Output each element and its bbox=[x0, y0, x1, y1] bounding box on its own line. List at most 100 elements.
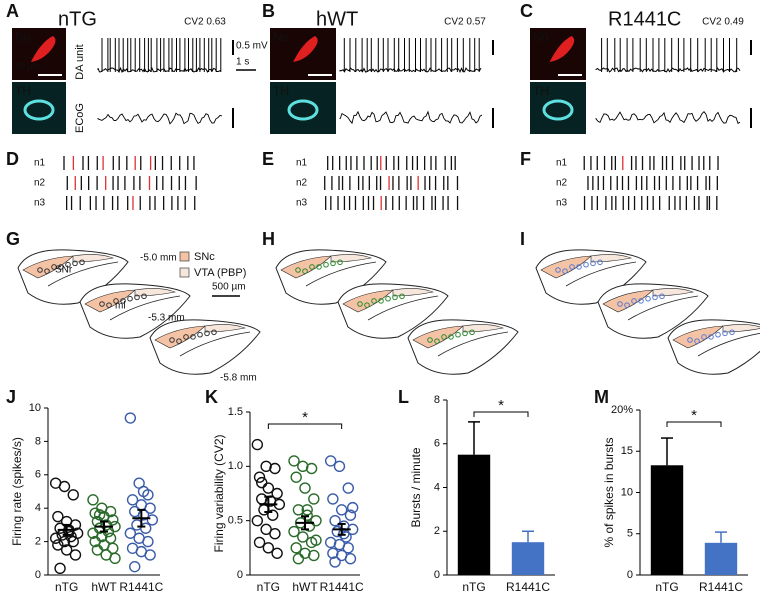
data-point bbox=[253, 471, 266, 483]
x-tick-label: R1441C bbox=[699, 580, 743, 594]
data-point bbox=[144, 549, 156, 561]
unit-trace bbox=[97, 38, 222, 74]
data-point bbox=[271, 547, 283, 559]
ml-outline bbox=[627, 295, 699, 321]
recording-site bbox=[364, 302, 370, 308]
th-cell bbox=[542, 99, 574, 121]
cv2-label: CV2 0.49 bbox=[702, 17, 744, 28]
y-tick-label: 20% bbox=[611, 404, 633, 416]
image-label: Nb bbox=[15, 30, 31, 44]
y-tick-label: 0 bbox=[237, 569, 243, 581]
recording-site bbox=[169, 337, 175, 343]
image-label: Nb bbox=[273, 30, 289, 44]
bar bbox=[457, 454, 491, 575]
x-tick-label: hWT bbox=[292, 580, 318, 594]
recording-site bbox=[448, 334, 454, 340]
level-label: -5.0 mm bbox=[140, 253, 177, 264]
recording-site bbox=[462, 330, 468, 337]
recording-site bbox=[469, 329, 475, 336]
recording-site bbox=[58, 264, 64, 270]
recording-site bbox=[455, 331, 461, 338]
legend-label: VTA (PBP) bbox=[194, 267, 246, 279]
row-label: n3 bbox=[556, 198, 568, 209]
data-point bbox=[144, 502, 156, 514]
data-point bbox=[335, 504, 348, 516]
recording-site bbox=[357, 301, 363, 307]
y-tick-label: 2 bbox=[434, 525, 440, 537]
recording-site bbox=[113, 298, 119, 304]
region-label: ml bbox=[115, 301, 126, 312]
data-point bbox=[267, 509, 279, 521]
recording-site bbox=[106, 302, 112, 308]
data-point bbox=[342, 542, 354, 554]
panel-letter: A bbox=[6, 1, 19, 21]
brain-slice bbox=[275, 249, 387, 305]
recording-site bbox=[37, 267, 43, 273]
recording-site bbox=[99, 301, 105, 307]
data-point bbox=[142, 535, 154, 548]
data-point bbox=[271, 487, 283, 500]
data-point bbox=[342, 482, 354, 494]
row-label: n1 bbox=[34, 158, 46, 169]
ml-outline bbox=[697, 332, 760, 357]
level-label: -5.3 mm bbox=[148, 313, 185, 324]
recording-site bbox=[708, 334, 714, 340]
recording-site bbox=[569, 264, 575, 270]
legend-swatch bbox=[179, 251, 190, 262]
y-tick-label: 0 bbox=[35, 569, 41, 581]
data-point bbox=[288, 455, 300, 467]
data-point bbox=[305, 462, 318, 475]
recording-site bbox=[204, 330, 210, 337]
y-tick-label: 1.0 bbox=[228, 460, 243, 472]
ml-outline bbox=[305, 261, 377, 287]
recording-site bbox=[583, 261, 589, 268]
data-point bbox=[100, 519, 112, 531]
ml-outline bbox=[437, 331, 509, 357]
significance-label: * bbox=[302, 409, 308, 426]
recording-site bbox=[631, 298, 637, 304]
x-tick-label: nTG bbox=[257, 580, 280, 594]
y-tick-label: 4 bbox=[434, 481, 440, 493]
th-image bbox=[270, 82, 336, 134]
recording-site bbox=[399, 293, 405, 300]
y-tick-label: 0 bbox=[627, 569, 633, 581]
recording-site bbox=[392, 294, 398, 301]
data-point bbox=[290, 542, 302, 554]
data-point bbox=[109, 552, 121, 564]
brain-slice bbox=[17, 249, 129, 305]
recording-site bbox=[134, 294, 140, 301]
recording-site bbox=[337, 259, 343, 266]
data-point bbox=[129, 560, 141, 573]
data-point bbox=[124, 527, 137, 539]
data-point bbox=[288, 525, 300, 538]
data-point bbox=[327, 493, 339, 505]
x-tick-label: R1441C bbox=[506, 580, 550, 594]
data-point bbox=[292, 553, 305, 565]
data-point bbox=[290, 471, 302, 483]
th-cell bbox=[23, 99, 55, 121]
data-point bbox=[260, 523, 272, 536]
panel-letter: F bbox=[520, 149, 531, 169]
genotype-title: hWT bbox=[316, 8, 358, 30]
data-point bbox=[253, 536, 266, 549]
data-point bbox=[60, 544, 73, 556]
scale-label: 1 s bbox=[236, 57, 249, 68]
data-point bbox=[329, 514, 341, 527]
recording-site bbox=[434, 338, 440, 344]
y-axis-label: Firing variability (CV2) bbox=[212, 434, 226, 552]
y-tick-label: 6 bbox=[35, 469, 41, 481]
scale-label: 20 µm bbox=[15, 61, 40, 71]
region-label: SNr bbox=[55, 265, 73, 276]
recording-site bbox=[378, 298, 384, 304]
data-point bbox=[52, 539, 64, 551]
significance-label: * bbox=[691, 407, 697, 424]
x-tick-label: R1441C bbox=[320, 580, 364, 594]
brain-slice bbox=[667, 319, 760, 375]
row-label: n2 bbox=[296, 178, 308, 189]
unit-trace bbox=[595, 38, 741, 73]
recording-site bbox=[316, 264, 322, 270]
recording-site bbox=[51, 264, 57, 270]
data-point bbox=[329, 556, 341, 568]
recording-site bbox=[323, 261, 329, 268]
y-axis-label: % of spikes in bursts bbox=[602, 437, 616, 547]
